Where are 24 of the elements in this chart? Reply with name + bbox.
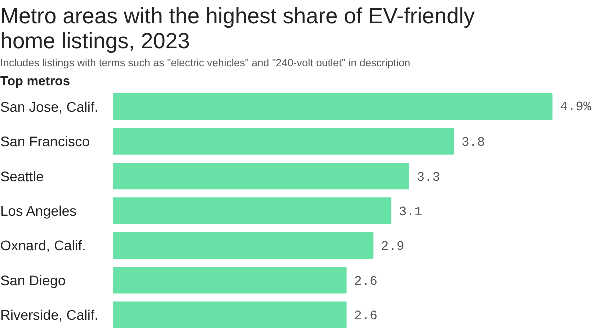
data-label: 3.1 (399, 204, 423, 220)
y-tick-label: Seattle (0, 168, 44, 184)
data-label: 3.3 (416, 170, 440, 185)
y-tick-label: San Jose, Calif. (0, 98, 99, 115)
data-label: 2.9 (381, 239, 405, 254)
bar (113, 128, 454, 155)
y-axis-title: Top metros (0, 74, 70, 88)
y-tick-label: San Diego (0, 272, 66, 288)
bar (113, 302, 347, 328)
bar (113, 94, 553, 120)
y-tick-label: Riverside, Calif. (0, 307, 99, 324)
y-tick-label: San Francisco (0, 134, 90, 150)
y-tick-label: Los Angeles (0, 203, 77, 219)
data-label: 4.9% (560, 99, 592, 114)
chart-subtitle: Includes listings with terms such as "electric vehicles" and "240-volt outlet" in description (0, 58, 411, 70)
bar (113, 198, 392, 224)
bar (113, 267, 347, 294)
bar (113, 232, 374, 260)
y-tick-label: Oxnard, Calif. (0, 238, 86, 254)
chart-title: Metro areas with the highest share of EV-friendly home listings, 2023 (0, 4, 475, 54)
data-label: 2.6 (354, 308, 378, 324)
bar (113, 162, 410, 190)
data-label: 2.6 (354, 274, 378, 289)
data-label: 3.8 (462, 135, 486, 150)
